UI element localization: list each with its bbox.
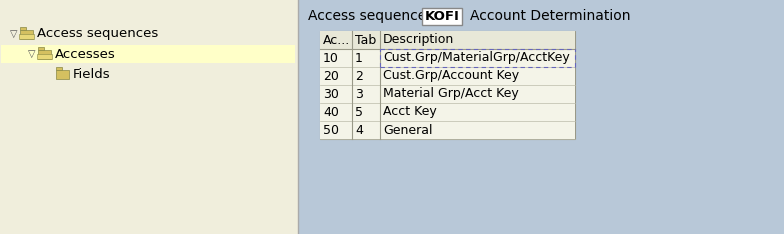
FancyBboxPatch shape	[37, 54, 52, 59]
Text: 4: 4	[355, 124, 363, 136]
Text: 10: 10	[323, 51, 339, 65]
Text: ▽: ▽	[10, 29, 17, 39]
Text: 50: 50	[323, 124, 339, 136]
Text: 1: 1	[355, 51, 363, 65]
Text: Tab: Tab	[355, 33, 376, 47]
Bar	[320, 31, 575, 49]
Bar	[56, 70, 69, 79]
Text: Cust.Grp/MaterialGrp/AcctKey: Cust.Grp/MaterialGrp/AcctKey	[383, 51, 570, 65]
Bar	[0, 0, 298, 234]
Bar	[38, 50, 51, 59]
Text: 2: 2	[355, 69, 363, 83]
Bar	[320, 121, 575, 139]
Bar	[320, 31, 575, 139]
Text: Acct Key: Acct Key	[383, 106, 437, 118]
Bar	[20, 27, 26, 30]
Text: ▽: ▽	[28, 49, 35, 59]
Bar	[20, 30, 33, 39]
Bar	[298, 0, 784, 234]
Text: Cust.Grp/Account Key: Cust.Grp/Account Key	[383, 69, 519, 83]
Bar	[56, 67, 62, 70]
Text: Material Grp/Acct Key: Material Grp/Acct Key	[383, 88, 519, 100]
Text: Ac...: Ac...	[323, 33, 350, 47]
Text: 40: 40	[323, 106, 339, 118]
Text: Access sequence: Access sequence	[308, 9, 426, 23]
Text: Access sequences: Access sequences	[37, 28, 158, 40]
Text: Description: Description	[383, 33, 454, 47]
Bar	[320, 49, 575, 67]
FancyBboxPatch shape	[19, 34, 34, 39]
Bar	[320, 85, 575, 103]
Bar	[320, 103, 575, 121]
Text: Accesses: Accesses	[55, 48, 116, 61]
Bar	[1, 45, 295, 63]
Text: Account Determination: Account Determination	[470, 9, 630, 23]
Text: KOFI: KOFI	[425, 10, 459, 22]
Text: 5: 5	[355, 106, 363, 118]
Bar	[422, 7, 462, 25]
Bar	[38, 47, 44, 50]
Text: 20: 20	[323, 69, 339, 83]
Bar	[320, 67, 575, 85]
Text: Fields: Fields	[73, 67, 111, 80]
Text: 30: 30	[323, 88, 339, 100]
Text: General: General	[383, 124, 433, 136]
Text: 3: 3	[355, 88, 363, 100]
